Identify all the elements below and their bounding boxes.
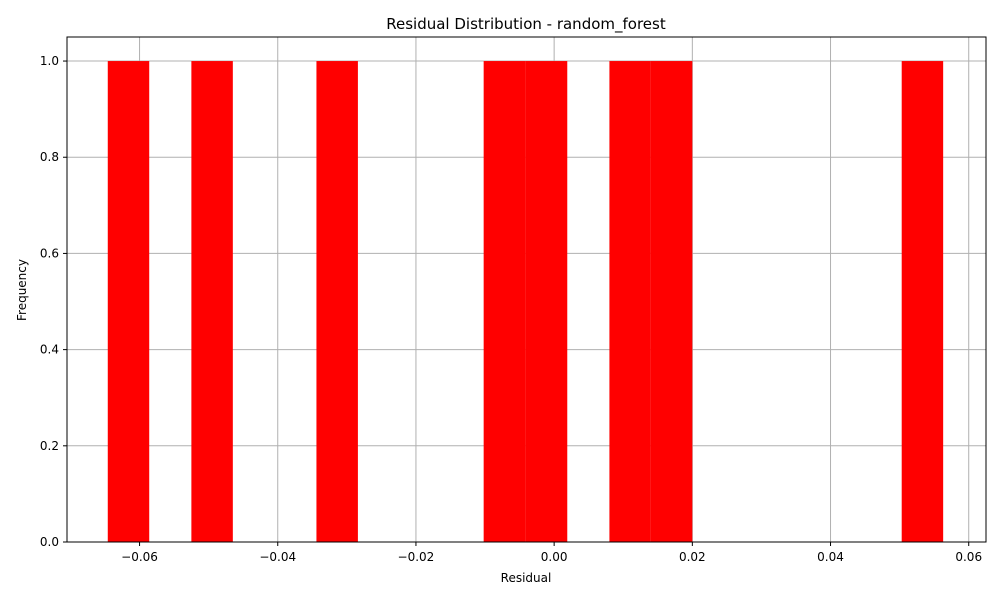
histogram-bar (901, 61, 944, 543)
x-tick-label: 0.04 (817, 550, 844, 564)
x-tick-label: 0.00 (541, 550, 568, 564)
x-tick-label: −0.02 (398, 550, 435, 564)
bars (107, 61, 944, 543)
x-axis-ticks: −0.06 −0.04 −0.02 0.00 0.02 0.04 0.06 (121, 542, 982, 564)
x-tick-label: −0.06 (121, 550, 158, 564)
x-tick-label: −0.04 (259, 550, 296, 564)
x-tick-label: 0.06 (955, 550, 982, 564)
y-tick-label: 0.6 (40, 246, 59, 260)
histogram-bar (483, 61, 526, 543)
chart-title: Residual Distribution - random_forest (386, 15, 666, 34)
x-tick-label: 0.02 (679, 550, 706, 564)
y-axis-ticks: 0.0 0.2 0.4 0.6 0.8 1.0 (40, 54, 67, 549)
histogram-bar (191, 61, 233, 543)
plot-area-frame (66, 36, 987, 543)
histogram-bar (650, 61, 693, 543)
histogram-bar (525, 61, 568, 543)
y-tick-label: 0.0 (40, 535, 59, 549)
y-tick-label: 0.2 (40, 439, 59, 453)
y-axis-label: Frequency (15, 259, 29, 321)
histogram-bar (316, 61, 358, 543)
y-tick-label: 0.4 (40, 343, 59, 357)
y-tick-label: 1.0 (40, 54, 59, 68)
histogram-bar (609, 61, 651, 543)
histogram-bar (107, 61, 150, 543)
y-tick-label: 0.8 (40, 150, 59, 164)
x-axis-label: Residual (501, 571, 552, 585)
